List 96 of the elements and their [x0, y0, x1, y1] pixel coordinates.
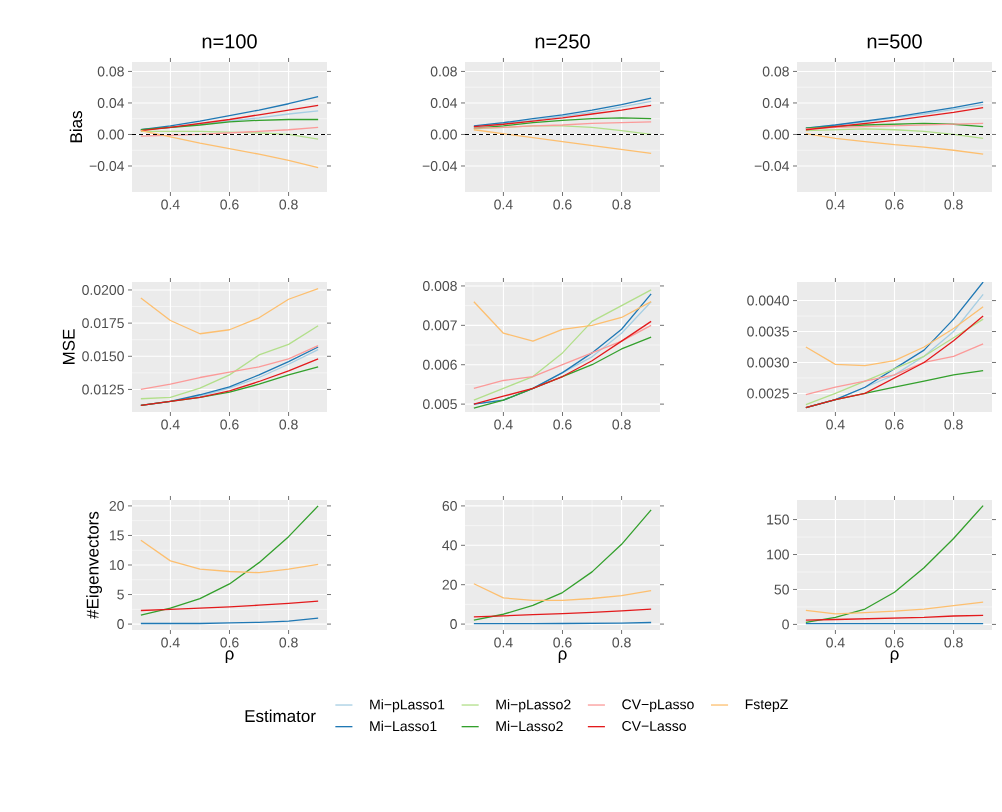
legend-label: CV−Lasso: [622, 721, 686, 731]
x-tick-label: 0.4: [826, 637, 845, 648]
x-tick-label: 0.8: [279, 199, 298, 210]
chart-title: n=500: [867, 34, 922, 49]
y-tick-label: 0.08: [762, 66, 789, 77]
y-tick-label: 50: [774, 584, 789, 595]
x-tick-label: 0.8: [279, 419, 298, 430]
y-tick-label: 0: [450, 619, 457, 630]
x-tick-label: 0.6: [553, 637, 572, 648]
x-axis-title: ρ: [890, 650, 899, 663]
x-tick-label: 0.4: [161, 419, 180, 430]
line-series: [473, 320, 652, 405]
line-series: [473, 608, 652, 618]
legend-label: CV−pLasso: [622, 699, 694, 713]
y-tick-label: −0.04: [422, 161, 458, 171]
x-tick-label: 0.6: [553, 419, 572, 430]
y-tick-label: 0: [782, 619, 789, 630]
x-tick-label: 0.8: [612, 419, 631, 430]
legend-label: Mi−Lasso1: [370, 720, 437, 732]
line-series: [140, 505, 319, 616]
y-tick-label: 0.0175: [82, 318, 124, 329]
y-axis-title: Bias: [69, 111, 83, 143]
y-tick-label: 0.0040: [747, 295, 789, 306]
y-tick-label: −0.04: [89, 161, 125, 171]
y-tick-label: 0.08: [97, 66, 124, 77]
x-tick-label: 0.6: [220, 419, 239, 430]
x-tick-label: 0.4: [161, 199, 180, 210]
legend-label: FstepZ: [745, 699, 788, 712]
y-tick-label: 40: [442, 540, 457, 551]
line-series: [140, 539, 319, 574]
line-series: [473, 301, 652, 342]
x-tick-label: 0.6: [885, 199, 904, 210]
y-tick-label: 15: [109, 530, 124, 541]
x-axis-title: ρ: [558, 650, 567, 663]
y-tick-label: 0.0030: [747, 357, 789, 368]
y-tick-label: 0.00: [97, 129, 124, 140]
y-tick-label: 10: [109, 560, 124, 570]
line-series: [140, 345, 319, 391]
y-tick-label: 0.0035: [747, 326, 789, 337]
line-series: [140, 287, 319, 335]
y-tick-label: 150: [767, 514, 789, 525]
line-series: [473, 509, 652, 621]
y-tick-label: 60: [442, 500, 457, 511]
y-tick-label: 0.04: [97, 97, 125, 108]
x-tick-label: 0.6: [885, 419, 904, 430]
line-series: [805, 504, 984, 623]
line-series: [140, 358, 319, 407]
y-tick-label: 0.04: [430, 97, 458, 108]
x-tick-label: 0.6: [220, 199, 239, 210]
x-tick-label: 0.4: [494, 637, 513, 648]
y-tick-label: 0.0150: [82, 351, 124, 362]
legend-label: Mi−Lasso2: [496, 720, 563, 732]
x-tick-label: 0.4: [161, 637, 180, 648]
y-tick-label: 100: [767, 549, 789, 560]
y-tick-label: 0: [117, 619, 124, 630]
line-series: [805, 306, 984, 367]
x-tick-label: 0.4: [826, 419, 845, 430]
x-tick-label: 0.4: [494, 419, 513, 430]
y-tick-label: 0.0025: [747, 388, 789, 399]
x-tick-label: 0.8: [612, 199, 631, 210]
y-tick-label: 0.00: [762, 129, 789, 140]
x-tick-label: 0.6: [553, 199, 572, 210]
x-tick-label: 0.8: [944, 199, 963, 210]
y-tick-label: 20: [442, 579, 457, 590]
x-tick-label: 0.4: [494, 199, 513, 210]
x-tick-label: 0.6: [885, 637, 904, 648]
legend-label: Mi−pLasso2: [496, 699, 571, 713]
y-tick-label: 0.006: [422, 359, 457, 370]
line-series: [473, 583, 652, 602]
x-axis-title: ρ: [225, 650, 234, 663]
y-tick-label: 0.00: [430, 129, 457, 140]
line-series: [805, 343, 984, 396]
legend-title: Estimator: [245, 709, 316, 723]
y-tick-label: 0.005: [422, 399, 457, 410]
y-tick-label: 0.007: [422, 320, 457, 331]
x-tick-label: 0.4: [826, 199, 845, 210]
y-tick-label: 0.008: [422, 280, 457, 291]
y-axis-title: MSE: [62, 329, 75, 365]
y-axis-title: #Eigenvectors: [86, 511, 103, 619]
x-tick-label: 0.8: [944, 637, 963, 648]
y-tick-label: 20: [109, 500, 124, 511]
y-tick-label: 0.08: [430, 66, 457, 77]
line-series: [140, 325, 319, 400]
legend-label: Mi−pLasso1: [370, 699, 445, 713]
chart-title: n=250: [535, 34, 590, 49]
x-tick-label: 0.8: [612, 637, 631, 648]
y-tick-label: 0.0125: [82, 384, 124, 395]
chart-title: n=100: [202, 34, 257, 49]
y-tick-label: 0.0200: [82, 285, 124, 295]
y-tick-label: 0.04: [762, 97, 790, 108]
y-tick-label: −0.04: [754, 161, 790, 171]
x-tick-label: 0.8: [944, 419, 963, 430]
line-series: [805, 133, 984, 155]
x-tick-label: 0.8: [279, 637, 298, 648]
x-tick-label: 0.6: [220, 637, 239, 648]
y-tick-label: 5: [117, 589, 124, 600]
